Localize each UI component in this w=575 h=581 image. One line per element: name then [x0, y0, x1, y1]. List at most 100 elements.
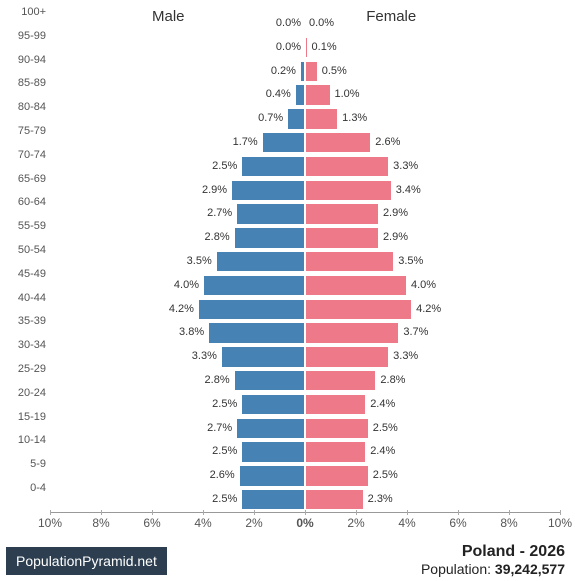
age-group-label: 35-39 — [4, 315, 46, 327]
age-row: 4.0%4.0% — [50, 274, 560, 298]
male-bar[interactable] — [236, 418, 305, 440]
country-name: Poland — [462, 543, 515, 560]
female-bar[interactable] — [305, 37, 308, 59]
male-value-label: 0.0% — [276, 17, 301, 29]
male-bar[interactable] — [287, 108, 305, 130]
age-group-label: 0-4 — [4, 482, 46, 494]
female-bar[interactable] — [305, 156, 389, 178]
female-bar[interactable] — [305, 299, 412, 321]
x-tick-label: 0% — [296, 516, 313, 530]
population-value: 39,242,577 — [495, 561, 565, 577]
age-row: 2.7%2.9% — [50, 202, 560, 226]
x-tick-mark — [407, 510, 408, 515]
age-group-label: 55-59 — [4, 220, 46, 232]
x-tick-mark — [254, 510, 255, 515]
age-group-label: 50-54 — [4, 244, 46, 256]
female-bar[interactable] — [305, 251, 394, 273]
male-bar[interactable] — [234, 227, 305, 249]
male-bar[interactable] — [198, 299, 305, 321]
female-value-label: 2.5% — [373, 469, 398, 481]
footer-info: Poland - 2026 Population: 39,242,577 — [421, 543, 565, 577]
female-bar[interactable] — [305, 108, 338, 130]
pyramid-rows: 0.0%0.0%0.0%0.1%0.2%0.5%0.4%1.0%0.7%1.3%… — [50, 12, 560, 512]
female-bar[interactable] — [305, 84, 331, 106]
female-bar[interactable] — [305, 275, 407, 297]
male-value-label: 2.8% — [205, 231, 230, 243]
male-bar[interactable] — [241, 156, 305, 178]
x-tick-mark — [203, 510, 204, 515]
x-tick-label: 2% — [347, 516, 364, 530]
age-row: 0.4% 1.0% — [50, 83, 560, 107]
source-badge[interactable]: PopulationPyramid.net — [6, 547, 167, 575]
age-group-label: 40-44 — [4, 292, 46, 304]
female-value-label: 2.9% — [383, 207, 408, 219]
age-group-label: 85-89 — [4, 77, 46, 89]
female-value-label: 3.4% — [396, 184, 421, 196]
age-row: 2.8% 2.9% — [50, 226, 560, 250]
male-bar[interactable] — [239, 465, 305, 487]
female-bar[interactable] — [305, 322, 399, 344]
x-tick-mark — [101, 510, 102, 515]
female-bar[interactable] — [305, 489, 364, 511]
female-bar[interactable] — [305, 370, 376, 392]
male-bar[interactable] — [234, 370, 305, 392]
x-tick-mark — [458, 510, 459, 515]
male-value-label: 2.5% — [212, 160, 237, 172]
female-bar[interactable] — [305, 394, 366, 416]
male-bar[interactable] — [262, 132, 305, 154]
age-group-label: 65-69 — [4, 173, 46, 185]
female-bar[interactable] — [305, 227, 379, 249]
x-tick-label: 8% — [92, 516, 109, 530]
female-bar[interactable] — [305, 61, 318, 83]
age-group-label: 25-29 — [4, 363, 46, 375]
female-bar[interactable] — [305, 346, 389, 368]
x-tick-mark — [356, 510, 357, 515]
male-value-label: 3.3% — [192, 350, 217, 362]
x-axis: 10%8%6%4%2%0%2%4%6%8%10% — [50, 514, 560, 534]
male-bar[interactable] — [231, 180, 305, 202]
male-value-label: 0.4% — [266, 88, 291, 100]
male-bar[interactable] — [241, 394, 305, 416]
male-value-label: 2.5% — [212, 445, 237, 457]
age-row: 0.7%1.3% — [50, 107, 560, 131]
male-bar[interactable] — [236, 203, 305, 225]
age-row: 2.7%2.5% — [50, 417, 560, 441]
female-bar[interactable] — [305, 132, 371, 154]
female-bar[interactable] — [305, 418, 369, 440]
female-value-label: 0.1% — [312, 41, 337, 53]
female-bar[interactable] — [305, 203, 379, 225]
male-bar[interactable] — [241, 441, 305, 463]
male-bar[interactable] — [208, 322, 305, 344]
male-bar[interactable] — [216, 251, 305, 273]
age-group-label: 80-84 — [4, 101, 46, 113]
male-bar[interactable] — [295, 84, 305, 106]
female-bar[interactable] — [305, 441, 366, 463]
male-bar[interactable] — [221, 346, 305, 368]
male-value-label: 1.7% — [233, 136, 258, 148]
age-row: 2.6%2.5% — [50, 464, 560, 488]
female-value-label: 3.3% — [393, 160, 418, 172]
age-row: 3.3%3.3% — [50, 345, 560, 369]
country-year: Poland - 2026 — [421, 543, 565, 561]
female-value-label: 0.0% — [309, 17, 334, 29]
male-bar[interactable] — [241, 489, 305, 511]
female-bar[interactable] — [305, 465, 369, 487]
female-value-label: 2.6% — [375, 136, 400, 148]
age-group-label: 5-9 — [4, 458, 46, 470]
female-value-label: 1.0% — [335, 88, 360, 100]
age-row: 0.2%0.5% — [50, 60, 560, 84]
x-tick-label: 8% — [500, 516, 517, 530]
age-row: 2.5%2.3% — [50, 488, 560, 512]
female-value-label: 4.0% — [411, 279, 436, 291]
female-bar[interactable] — [305, 180, 392, 202]
female-value-label: 3.5% — [398, 255, 423, 267]
age-row: 2.5% 3.3% — [50, 155, 560, 179]
male-value-label: 2.7% — [207, 422, 232, 434]
female-value-label: 2.9% — [383, 231, 408, 243]
x-tick-mark — [152, 510, 153, 515]
female-bar[interactable] — [305, 13, 307, 35]
footer: PopulationPyramid.net Poland - 2026 Popu… — [0, 537, 575, 581]
female-value-label: 2.8% — [380, 374, 405, 386]
x-tick-label: 4% — [194, 516, 211, 530]
male-bar[interactable] — [203, 275, 305, 297]
